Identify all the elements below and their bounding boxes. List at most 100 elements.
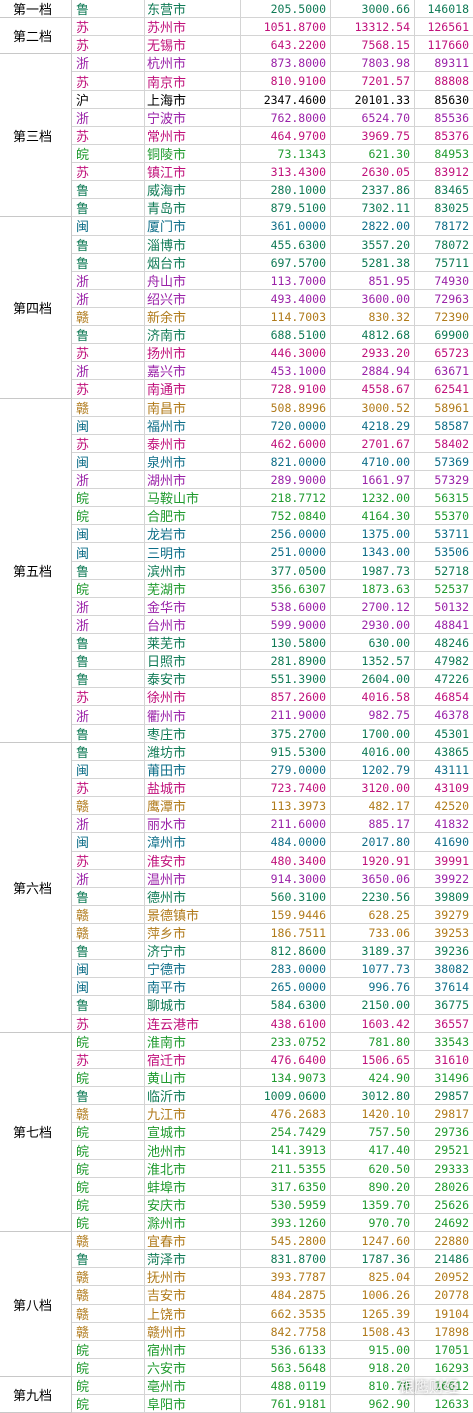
city-cell: 芜湖市 [144,579,240,598]
population-cell: 251.0000 [240,543,330,561]
city-cell: 济南市 [144,326,240,344]
gdp-per-capita-cell: 89311 [414,54,473,72]
province-cell: 苏 [76,75,90,91]
table-row: 苏 连云港市 438.6100 1603.42 36557 [72,1014,473,1033]
gdp-cell: 1506.65 [330,1050,414,1068]
population-cell: 462.6000 [240,434,330,452]
gdp-per-capita-cell: 46854 [414,688,473,706]
gdp-per-capita-cell: 48841 [414,615,473,634]
table-row: 皖 芜湖市 356.6307 1873.63 52537 [72,579,473,598]
table-row: 赣 景德镇市 159.9446 628.25 39279 [72,905,473,924]
city-cell: 宁波市 [144,108,240,127]
city-cell: 杭州市 [144,54,240,72]
gdp-cell: 424.90 [330,1069,414,1087]
gdp-cell: 3650.06 [330,869,414,887]
province-cell: 赣 [76,1271,90,1287]
city-cell: 临沂市 [144,1087,240,1105]
population-cell: 211.6000 [240,815,330,833]
gdp-cell: 1873.63 [330,579,414,597]
province-cell: 苏 [76,854,90,870]
gdp-per-capita-cell: 39253 [414,923,473,942]
city-cell: 宁德市 [144,960,240,978]
gdp-per-capita-cell: 38082 [414,960,473,978]
population-cell: 538.6000 [240,597,330,615]
population-cell: 279.0000 [240,760,330,779]
gdp-cell: 2150.00 [330,996,414,1014]
gdp-per-capita-cell: 46378 [414,706,473,724]
gdp-per-capita-cell: 52718 [414,561,473,579]
city-cell: 宣城市 [144,1123,240,1141]
gdp-per-capita-cell: 63671 [414,362,473,380]
city-cell: 德州市 [144,887,240,906]
province-cell: 鲁 [76,238,90,254]
table-row: 皖 亳州市 488.0119 810.70 16612 [72,1377,473,1396]
tier-label: 第五档 [0,398,72,743]
gdp-cell: 6524.70 [330,108,414,126]
city-cell: 莱芜市 [144,634,240,652]
table-row: 浙 金华市 538.6000 2700.12 50132 [72,597,473,616]
gdp-cell: 915.00 [330,1340,414,1358]
tier-label: 第九档 [0,1377,72,1413]
province-cell: 赣 [76,927,90,943]
city-cell: 泉州市 [144,452,240,471]
gdp-cell: 890.20 [330,1177,414,1195]
gdp-cell: 3600.00 [330,289,414,307]
gdp-cell: 3000.66 [330,0,414,18]
population-cell: 599.9000 [240,615,330,634]
gdp-per-capita-cell: 42520 [414,797,473,815]
city-cell: 温州市 [144,869,240,888]
province-cell: 鲁 [76,1090,90,1106]
city-cell: 潍坊市 [144,742,240,761]
gdp-cell: 621.30 [330,144,414,162]
population-cell: 810.9100 [240,72,330,90]
province-cell: 赣 [76,1108,90,1124]
gdp-cell: 628.25 [330,905,414,923]
gdp-cell: 1787.36 [330,1250,414,1268]
city-cell: 南平市 [144,978,240,996]
table-row: 皖 合肥市 752.0840 4164.30 55370 [72,507,473,526]
gdp-cell: 2017.80 [330,833,414,851]
gdp-cell: 2630.05 [330,163,414,181]
gdp-cell: 4218.29 [330,416,414,434]
province-cell: 浙 [76,600,90,616]
province-cell: 浙 [76,57,90,73]
table-row: 鲁 临沂市 1009.0600 3012.80 29857 [72,1087,473,1106]
population-cell: 356.6307 [240,579,330,597]
population-cell: 134.9073 [240,1069,330,1087]
gdp-per-capita-cell: 78172 [414,217,473,235]
gdp-per-capita-cell: 12633 [414,1395,473,1413]
city-cell: 金华市 [144,597,240,616]
population-cell: 914.3000 [240,869,330,887]
gdp-per-capita-cell: 19104 [414,1304,473,1322]
province-cell: 闽 [76,981,90,997]
gdp-per-capita-cell: 43111 [414,760,473,779]
gdp-per-capita-cell: 146018 [414,0,473,18]
city-cell: 上饶市 [144,1304,240,1323]
table-row: 沪 上海市 2347.4600 20101.33 85630 [72,90,473,109]
population-cell: 530.5959 [240,1195,330,1213]
gdp-per-capita-cell: 85630 [414,90,473,108]
population-cell: 438.6100 [240,1014,330,1032]
gdp-cell: 918.20 [330,1358,414,1376]
city-cell: 菏泽市 [144,1250,240,1268]
province-cell: 皖 [76,1162,90,1178]
gdp-per-capita-cell: 36557 [414,1014,473,1032]
province-cell: 闽 [76,764,90,780]
gdp-per-capita-cell: 58402 [414,434,473,452]
population-cell: 697.5700 [240,253,330,271]
city-cell: 上海市 [144,90,240,109]
population-cell: 643.2200 [240,36,330,54]
table-row: 鲁 青岛市 879.5100 7302.11 83025 [72,199,473,218]
tier-label: 第三档 [0,54,72,218]
province-cell: 浙 [76,818,90,834]
gdp-cell: 7201.57 [330,72,414,90]
gdp-per-capita-cell: 84953 [414,144,473,162]
gdp-cell: 1006.26 [330,1286,414,1304]
gdp-per-capita-cell: 29817 [414,1105,473,1123]
population-cell: 361.0000 [240,217,330,235]
gdp-cell: 4164.30 [330,507,414,525]
tier-label: 第一档 [0,0,72,19]
province-cell: 闽 [76,528,90,544]
gdp-cell: 1375.00 [330,525,414,543]
city-cell: 日照市 [144,652,240,670]
